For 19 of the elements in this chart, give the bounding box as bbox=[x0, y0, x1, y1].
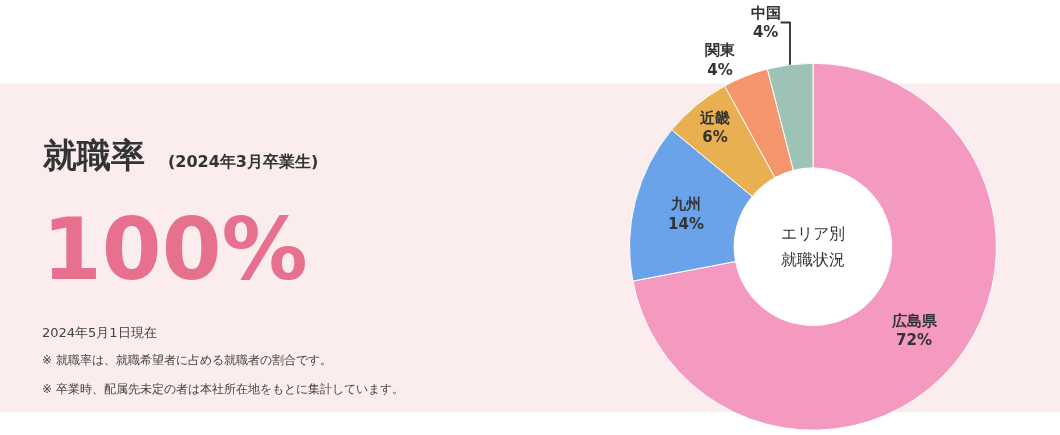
data-label: 72% bbox=[896, 331, 933, 350]
slice-label: 中国 bbox=[750, 3, 781, 22]
text: 100% bbox=[42, 199, 308, 299]
donut-slice bbox=[632, 62, 997, 431]
text: エリア別 bbox=[781, 224, 845, 243]
data-label: 4% bbox=[752, 23, 779, 42]
text: 就職状況 bbox=[781, 250, 845, 269]
slice-label: 関東 bbox=[705, 41, 737, 60]
text: 2024年5月1日現在 bbox=[42, 325, 157, 340]
text: 就職率 bbox=[42, 135, 145, 175]
data-label: 4% bbox=[707, 60, 733, 79]
slice-label: 広島県 bbox=[890, 311, 938, 330]
data-label: 6% bbox=[702, 128, 728, 147]
slice-label: 近畿 bbox=[699, 108, 731, 127]
text: ※ 就職率は、就職希望者に占める就職者の割合です。 bbox=[42, 353, 332, 367]
slice-label: 九州 bbox=[669, 195, 701, 214]
data-label: 14% bbox=[668, 214, 704, 233]
text: (2024年3月卒業生) bbox=[168, 152, 319, 171]
text: ※ 卒業時、配属先未定の者は本社所在地をもとに集計しています。 bbox=[42, 382, 404, 396]
